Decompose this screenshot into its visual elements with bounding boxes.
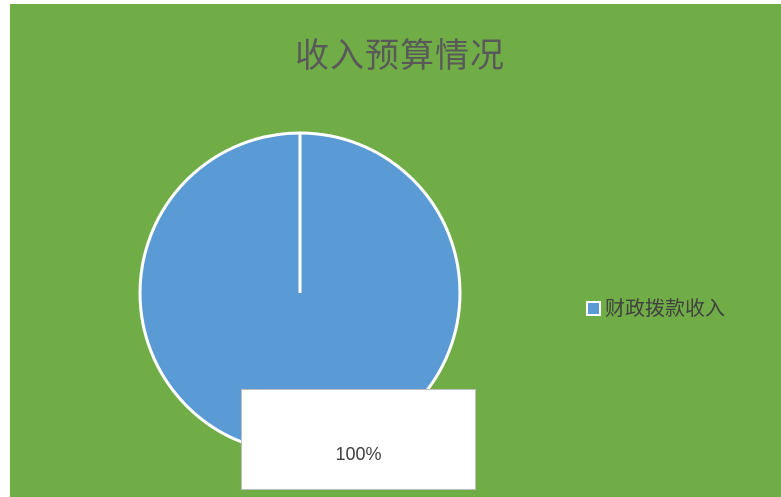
chart-title: 收入预算情况 [295,36,505,76]
legend: 财政拨款收入 [586,296,725,320]
data-label: 100% [335,444,382,464]
legend-swatch [586,300,601,316]
legend-label: 财政拨款收入 [605,296,725,320]
data-label-box: 100% [241,389,476,490]
